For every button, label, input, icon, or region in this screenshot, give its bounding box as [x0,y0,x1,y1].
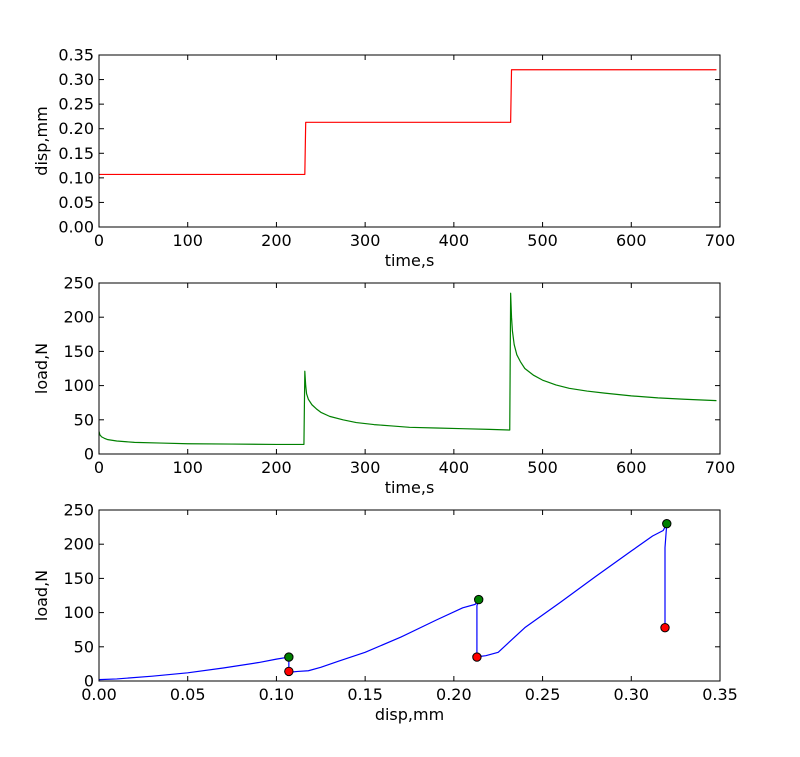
y-tick-label: 150 [63,569,94,588]
x-tick-label: 100 [172,458,203,477]
red-point-marker [284,666,294,677]
y-tick-label: 150 [63,342,94,361]
y-tick-label: 50 [74,410,94,429]
red-point-marker [660,622,670,633]
load-vs-disp-panel: 0.00 0.05 0.10 0.15 0.20 0.25 0.30 0.35 0 50 100 15… [32,501,738,725]
x-tick-label: 0.15 [347,685,383,704]
y-tick-label: 100 [63,376,94,395]
x-tick-label: 600 [616,231,647,250]
green-point-marker [284,652,294,662]
x-tick-label: 400 [439,458,470,477]
x-axis-label: time,s [385,478,435,497]
y-tick-label: 0 [84,672,94,691]
series-line [99,69,717,176]
y-tick-label: 0.00 [58,218,94,237]
x-axis-label: disp,mm [375,705,444,724]
y-tick-label: 0.10 [58,168,94,187]
green-point-marker [473,594,484,605]
x-tick-label: 300 [350,458,381,477]
y-tick-label: 250 [63,501,94,520]
y-tick-label: 50 [74,637,94,656]
x-tick-label: 0.35 [702,685,738,704]
load-vs-time-panel: 0 100 200 300 400 500 600 700 0 50 100 150 200 250 tim… [32,274,735,498]
x-tick-label: 0.20 [436,685,472,704]
x-tick-label: 600 [616,458,647,477]
y-tick-label: 0 [84,445,94,464]
green-point-marker [662,518,672,529]
x-tick-label: 100 [172,231,203,250]
y-tick-label: 0.35 [58,46,94,65]
y-tick-label: 0.20 [58,119,94,138]
y-tick-label: 200 [63,535,94,554]
x-tick-label: 700 [705,458,736,477]
y-axis-label: load,N [32,343,51,394]
y-tick-label: 0.25 [58,95,94,114]
y-axis-label: disp,mm [32,106,51,175]
series-line [99,292,717,446]
series-line [99,523,668,681]
x-tick-label: 0.25 [525,685,561,704]
x-tick-label: 400 [439,231,470,250]
x-tick-label: 200 [261,458,292,477]
disp-vs-time-panel: 0 100 200 300 400 500 600 700 0.00 0.05 0.10 0.15 0.… [32,46,735,271]
y-tick-label: 0.30 [58,70,94,89]
x-tick-label: 0 [94,458,104,477]
x-tick-label: 0.05 [170,685,206,704]
y-tick-label: 250 [63,274,94,293]
y-tick-label: 0.05 [58,193,94,212]
x-tick-label: 300 [350,231,381,250]
y-tick-label: 0.15 [58,144,94,163]
red-point-marker [472,652,482,662]
x-tick-label: 0.30 [613,685,649,704]
x-tick-label: 500 [527,231,558,250]
y-axis-label: load,N [32,570,51,621]
x-axis-label: time,s [385,251,435,270]
x-tick-label: 0.10 [259,685,295,704]
y-tick-label: 200 [63,308,94,327]
axes-frame [98,509,721,682]
x-tick-label: 200 [261,231,292,250]
axes-frame [98,282,721,455]
axes-frame [98,54,721,228]
x-tick-label: 500 [527,458,558,477]
x-tick-label: 700 [705,231,736,250]
x-tick-label: 0.00 [81,685,117,704]
x-tick-label: 0 [94,231,104,250]
y-tick-label: 100 [63,603,94,622]
